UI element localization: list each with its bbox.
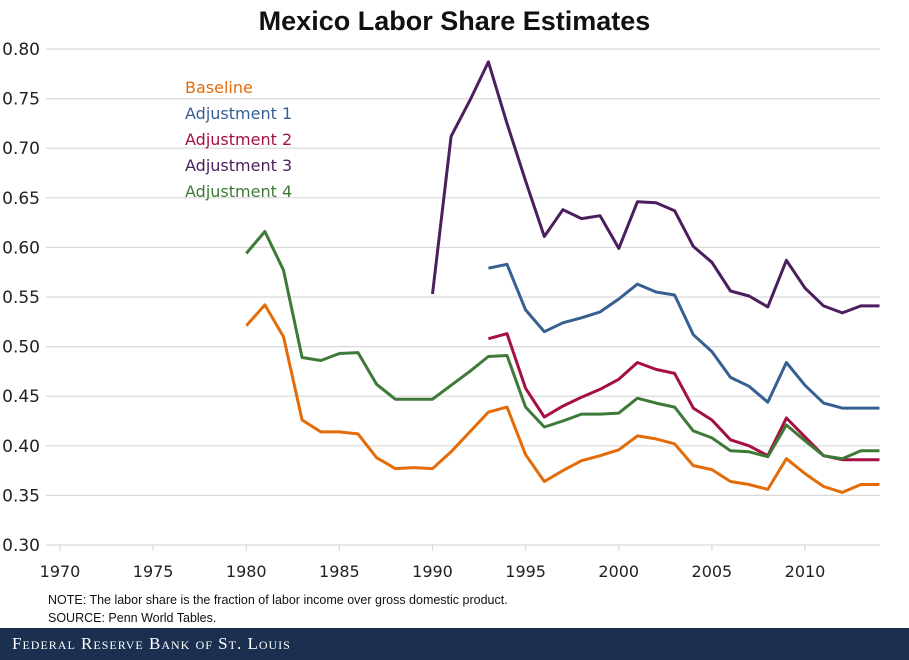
legend-entry: Baseline (185, 78, 253, 97)
y-tick-label: 0.50 (2, 338, 40, 358)
y-tick-label: 0.80 (2, 40, 40, 60)
y-tick-label: 0.60 (2, 238, 40, 258)
series-line-adjustment-1 (488, 262, 880, 410)
x-tick-label: 2010 (785, 562, 826, 581)
x-tick-label: 1985 (319, 562, 360, 581)
x-tick-label: 1990 (412, 562, 453, 581)
series-line-adjustment-2 (488, 332, 880, 462)
legend-entry: Adjustment 3 (185, 156, 292, 175)
y-tick-label: 0.55 (2, 288, 40, 308)
legend-entry: Adjustment 2 (185, 130, 292, 149)
chart-source: SOURCE: Penn World Tables. (48, 611, 217, 625)
series-line-baseline (245, 303, 880, 494)
x-tick-label: 1970 (40, 562, 81, 581)
y-tick-label: 0.45 (2, 387, 40, 407)
legend-entry: Adjustment 1 (185, 104, 292, 123)
y-tick-label: 0.65 (2, 189, 40, 209)
y-tick-label: 0.35 (2, 486, 40, 506)
legend-entry: Adjustment 4 (185, 182, 292, 201)
x-tick-label: 1975 (133, 562, 174, 581)
x-tick-label: 2000 (598, 562, 639, 581)
x-tick-label: 1980 (226, 562, 267, 581)
y-tick-label: 0.30 (2, 536, 40, 556)
y-tick-label: 0.75 (2, 90, 40, 110)
series-line-adjustment-3 (431, 60, 880, 315)
y-tick-label: 0.70 (2, 139, 40, 159)
chart-note: NOTE: The labor share is the fraction of… (48, 593, 508, 607)
chart-title: Mexico Labor Share Estimates (258, 6, 651, 36)
x-tick-label: 1995 (505, 562, 546, 581)
y-tick-label: 0.40 (2, 437, 40, 457)
series-line-adjustment-4 (245, 230, 880, 461)
x-tick-label: 2005 (692, 562, 733, 581)
line-chart: 0.30 0.35 0.40 0.45 0.50 0.55 0.60 0.65 0.70 0.75… (2, 40, 880, 581)
footer-brand: Federal Reserve Bank of St. Louis (0, 628, 909, 660)
